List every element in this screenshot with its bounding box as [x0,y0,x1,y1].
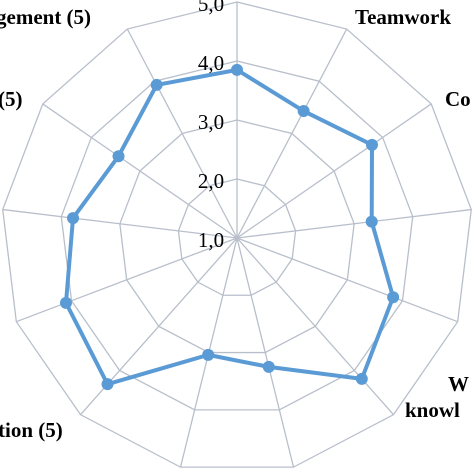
data-point [365,215,378,228]
data-point [387,291,400,304]
data-point [297,105,310,118]
y-tick-label: 5,0 [198,0,224,16]
category-label-line: W [448,372,469,396]
axis-spoke [236,208,472,239]
data-point [355,372,368,385]
grid-ring [60,60,414,411]
axis-spoke [236,237,458,323]
category-label: tion (5) [0,418,63,442]
axis-spoke [236,28,348,239]
grid-ring [119,119,355,354]
series-line [63,67,396,387]
data-point [262,360,275,373]
y-tick-label: 1,0 [198,228,224,252]
data-point [112,150,125,163]
category-label-line: knowl [405,398,460,422]
category-label: (5) [0,87,23,111]
data-point [150,78,163,91]
grid-ring [177,178,297,296]
axis-spoke [126,28,238,239]
data-point [231,63,243,76]
axis-spoke [236,237,295,468]
axis-spoke [236,237,394,416]
data-point [365,138,378,151]
axis-spoke [236,103,432,239]
axis-spoke [2,208,238,239]
category-label: Teamwork [355,5,451,29]
axis-spoke [16,237,238,323]
category-label: Co [445,87,471,111]
category-label: gement (5) [0,5,91,29]
data-point [59,296,72,309]
y-tick-label: 4,0 [198,51,224,75]
y-tick-label: 2,0 [198,169,224,193]
y-tick-label: 3,0 [198,110,224,134]
data-point [67,212,80,225]
axis-spoke [42,103,238,239]
data-point [101,378,114,391]
data-point [202,348,215,361]
grid-ring [2,1,472,468]
